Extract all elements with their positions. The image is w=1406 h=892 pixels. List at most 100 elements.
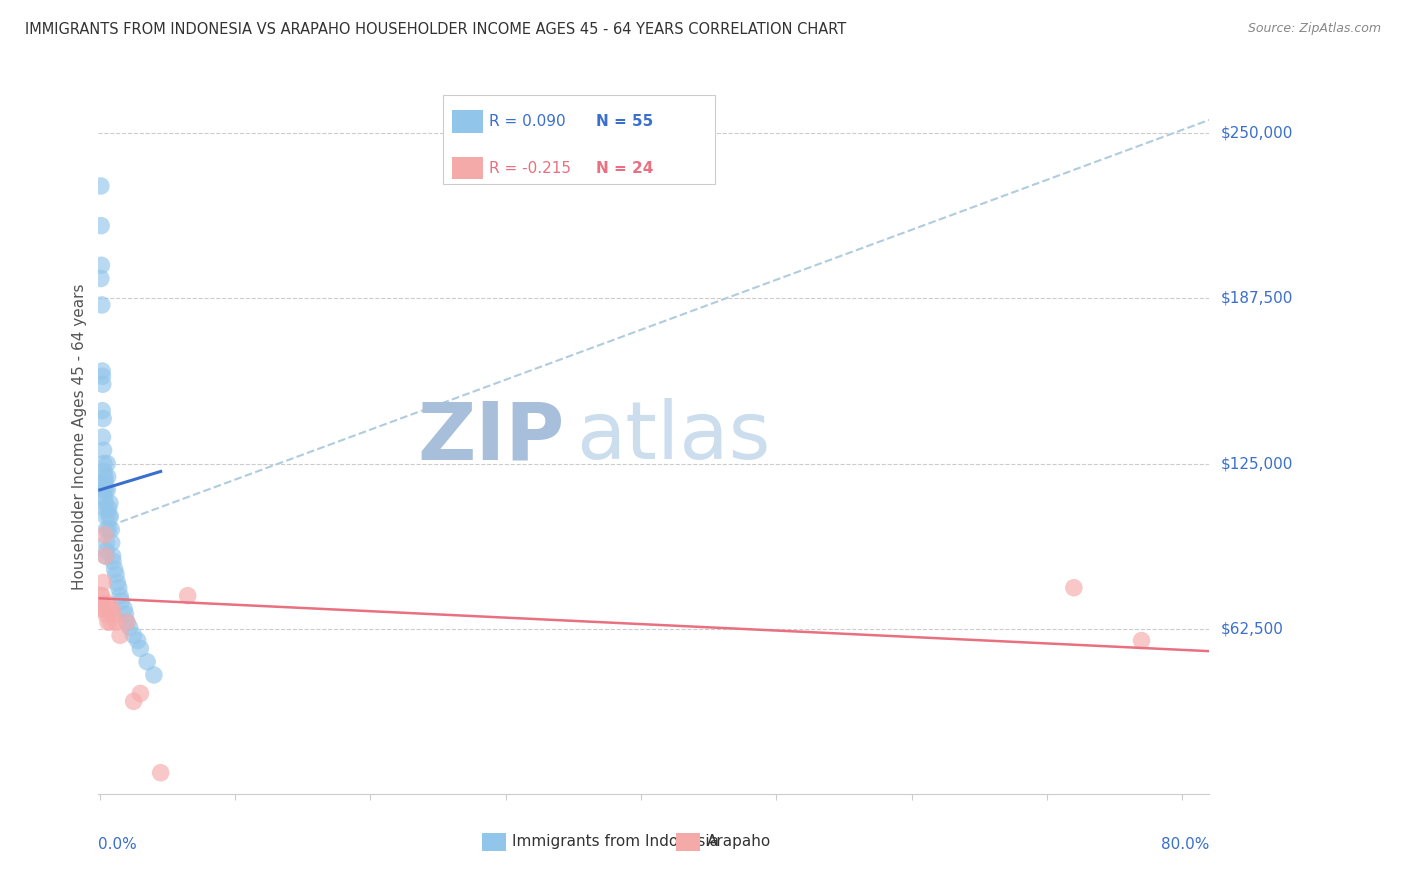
Text: atlas: atlas [576,398,770,476]
Point [101,549,124,563]
Point [177,589,200,603]
Point [129,641,152,656]
Point [90,219,112,233]
Point [118,620,141,634]
Y-axis label: Householder Income Ages 45 - 64 years: Householder Income Ages 45 - 64 years [72,284,87,591]
Text: R = -0.215: R = -0.215 [489,161,571,176]
Point [122,628,145,642]
Point [90,271,112,285]
Point [93,483,115,497]
Point [1130,633,1153,648]
Text: $187,500: $187,500 [1220,291,1292,306]
Point [93,602,115,616]
FancyBboxPatch shape [451,111,482,133]
Point [91,369,114,384]
Point [94,475,117,489]
Point [94,483,117,497]
Point [97,523,120,537]
Point [90,258,112,272]
Point [90,298,112,312]
Point [100,536,122,550]
Point [110,594,132,608]
Point [94,501,117,516]
Point [96,536,118,550]
Point [97,501,120,516]
Text: $125,000: $125,000 [1220,456,1292,471]
Point [98,496,121,510]
Point [96,543,118,558]
Point [108,589,131,603]
Point [98,509,121,524]
Point [98,602,121,616]
Point [94,549,117,563]
Point [93,528,115,542]
Point [96,483,118,497]
Point [108,628,131,642]
Point [93,457,115,471]
Point [115,615,138,629]
Text: R = 0.090: R = 0.090 [489,114,567,129]
Text: $250,000: $250,000 [1220,126,1292,141]
Point [90,589,112,603]
FancyBboxPatch shape [676,833,700,851]
Point [104,562,127,576]
Text: Source: ZipAtlas.com: Source: ZipAtlas.com [1247,22,1381,36]
Point [96,457,118,471]
Point [94,496,117,510]
FancyBboxPatch shape [451,157,482,179]
Point [101,602,124,616]
Point [93,465,115,479]
Point [90,179,112,194]
Point [98,509,121,524]
FancyBboxPatch shape [443,95,714,184]
Point [100,523,122,537]
Point [129,686,152,700]
Point [91,403,114,417]
Text: 80.0%: 80.0% [1161,837,1209,852]
Point [1063,581,1085,595]
Point [96,523,118,537]
Point [96,597,118,611]
Point [100,615,122,629]
Point [115,615,138,629]
Point [94,549,117,563]
Point [114,607,136,622]
Point [149,765,172,780]
Text: N = 24: N = 24 [596,161,654,176]
Point [97,469,120,483]
Point [93,491,115,505]
Point [90,602,112,616]
Text: Arapaho: Arapaho [707,834,772,849]
Point [105,575,128,590]
FancyBboxPatch shape [482,833,506,851]
Text: 0.0%: 0.0% [98,837,138,852]
Point [94,509,117,524]
Point [122,694,145,708]
Point [142,668,165,682]
Point [93,443,115,458]
Point [103,607,125,622]
Point [90,589,112,603]
Point [97,615,120,629]
Point [91,575,114,590]
Point [91,377,114,392]
Text: IMMIGRANTS FROM INDONESIA VS ARAPAHO HOUSEHOLDER INCOME AGES 45 - 64 YEARS CORRE: IMMIGRANTS FROM INDONESIA VS ARAPAHO HOU… [25,22,846,37]
Point [93,475,115,489]
Point [105,567,128,582]
Point [136,655,159,669]
Point [105,615,128,629]
Text: $62,500: $62,500 [1220,621,1284,636]
Point [91,411,114,425]
Point [91,597,114,611]
Point [91,430,114,444]
Point [112,602,135,616]
Point [107,581,129,595]
Text: N = 55: N = 55 [596,114,654,129]
Point [94,607,117,622]
Point [91,364,114,378]
Text: ZIP: ZIP [418,398,565,476]
Point [94,469,117,483]
Point [101,554,124,568]
Text: Immigrants from Indonesia: Immigrants from Indonesia [512,834,718,849]
Point [127,633,149,648]
